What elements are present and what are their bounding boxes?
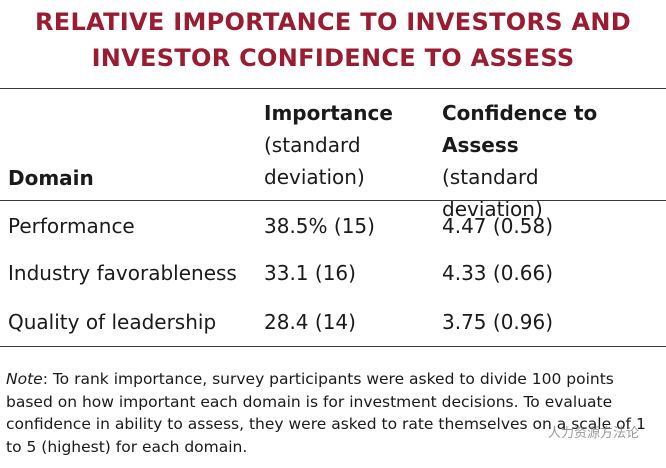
row-2-confidence: 4.33 (0.66)	[442, 261, 554, 285]
row-1-domain: Performance	[8, 214, 135, 238]
header-confidence: Confidence to Assess (standard deviation…	[442, 97, 666, 225]
watermark: 人力资源方法论	[548, 426, 640, 441]
row-2-importance: 33.1 (16)	[264, 261, 356, 285]
row-1-confidence: 4.47 (0.58)	[442, 214, 554, 238]
row-2-domain: Industry favorableness	[8, 261, 237, 285]
row-3-domain: Quality of leadership	[8, 310, 217, 334]
table-note: Note: To rank importance, survey partici…	[6, 368, 662, 458]
header-importance-sd: (standard deviation)	[264, 133, 365, 189]
title-line-1: RELATIVE IMPORTANCE TO INVESTORS AND	[35, 8, 631, 36]
header-importance: Importance (standard deviation)	[264, 97, 404, 193]
table-top-rule	[0, 88, 666, 89]
row-3-confidence: 3.75 (0.96)	[442, 310, 554, 334]
row-1-importance: 38.5% (15)	[264, 214, 375, 238]
title-line-2: INVESTOR CONFIDENCE TO ASSESS	[91, 44, 575, 72]
table-bottom-rule	[0, 346, 666, 347]
header-domain: Domain	[8, 166, 94, 190]
note-text: : To rank importance, survey participant…	[6, 370, 646, 456]
header-confidence-sd: (standard deviation)	[442, 165, 543, 221]
note-label: Note	[6, 370, 43, 388]
table-header-rule	[0, 200, 666, 201]
row-3-importance: 28.4 (14)	[264, 310, 356, 334]
